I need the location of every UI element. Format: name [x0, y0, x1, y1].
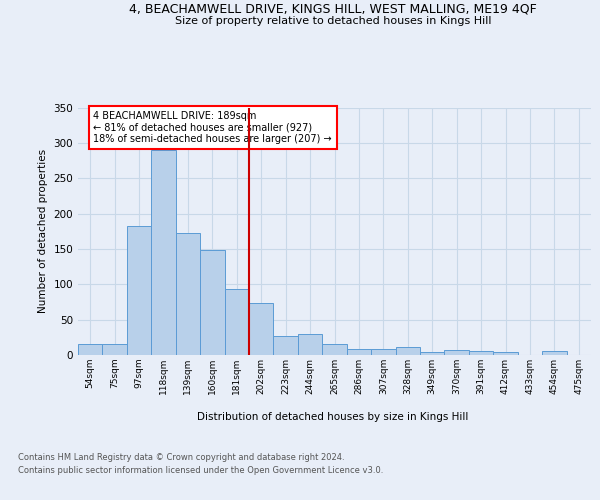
Text: Distribution of detached houses by size in Kings Hill: Distribution of detached houses by size …	[197, 412, 469, 422]
Bar	[542, 351, 566, 355]
Bar	[395, 347, 420, 355]
Bar	[249, 304, 274, 355]
Y-axis label: Number of detached properties: Number of detached properties	[38, 149, 48, 314]
Bar	[445, 350, 469, 355]
Bar	[274, 336, 298, 355]
Text: Contains public sector information licensed under the Open Government Licence v3: Contains public sector information licen…	[18, 466, 383, 475]
Text: 4, BEACHAMWELL DRIVE, KINGS HILL, WEST MALLING, ME19 4QF: 4, BEACHAMWELL DRIVE, KINGS HILL, WEST M…	[129, 2, 537, 16]
Bar	[493, 352, 518, 355]
Text: Size of property relative to detached houses in Kings Hill: Size of property relative to detached ho…	[175, 16, 491, 26]
Bar	[420, 352, 445, 355]
Bar	[78, 344, 103, 355]
Bar	[103, 344, 127, 355]
Text: Contains HM Land Registry data © Crown copyright and database right 2024.: Contains HM Land Registry data © Crown c…	[18, 452, 344, 462]
Bar	[224, 289, 249, 355]
Bar	[322, 344, 347, 355]
Bar	[371, 348, 395, 355]
Bar	[469, 351, 493, 355]
Text: 4 BEACHAMWELL DRIVE: 189sqm
← 81% of detached houses are smaller (927)
18% of se: 4 BEACHAMWELL DRIVE: 189sqm ← 81% of det…	[94, 111, 332, 144]
Bar	[151, 150, 176, 355]
Bar	[127, 226, 151, 355]
Bar	[176, 234, 200, 355]
Bar	[200, 250, 224, 355]
Bar	[298, 334, 322, 355]
Bar	[347, 350, 371, 355]
